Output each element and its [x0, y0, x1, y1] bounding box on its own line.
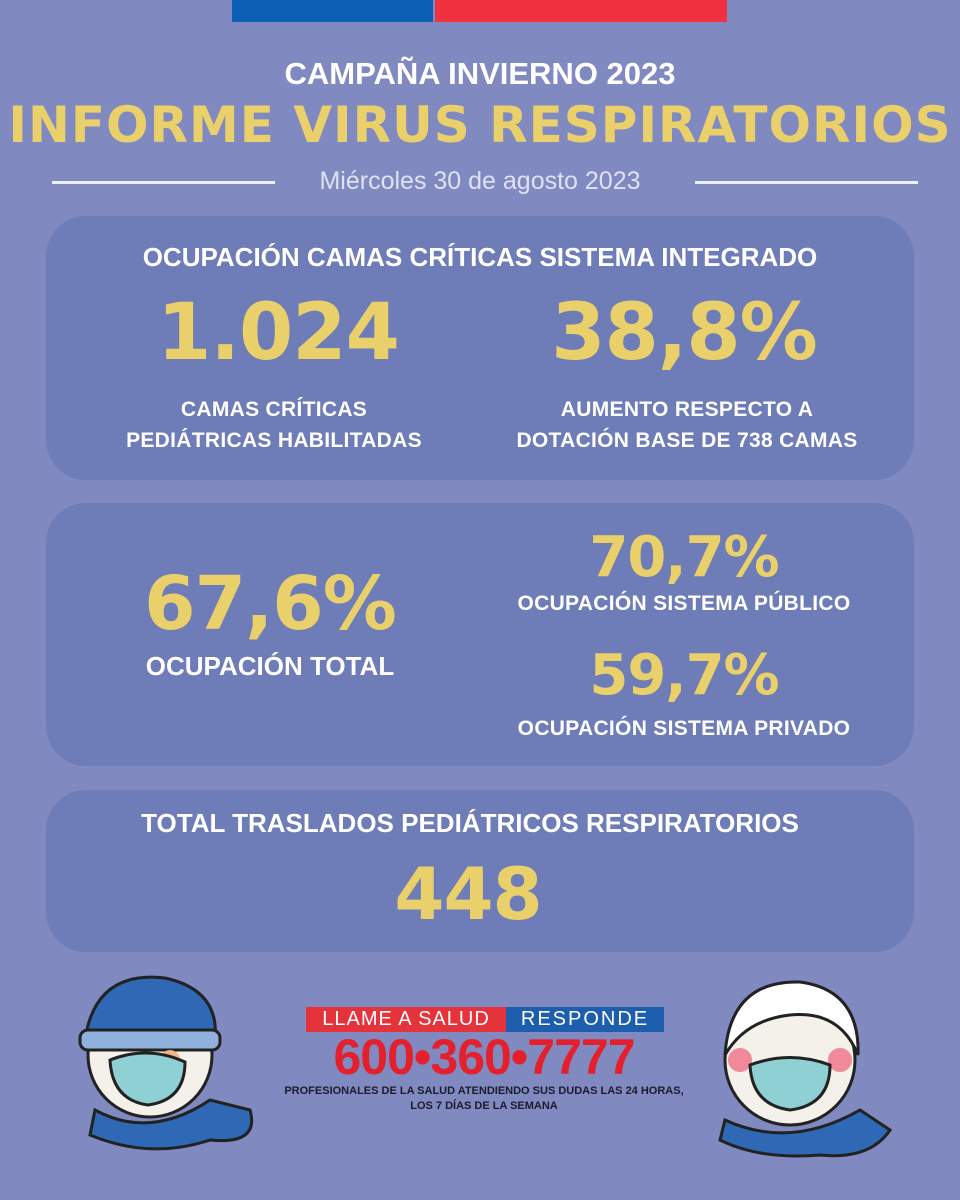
boy [78, 975, 253, 1151]
total-value: 67,6% [144, 561, 397, 647]
phone: 600•360•7777 [333, 1029, 635, 1085]
banner-right-bg [506, 1007, 664, 1032]
private-label: OCUPACIÓN SISTEMA PRIVADO [517, 717, 851, 740]
rule [52, 181, 275, 184]
beds-card: OCUPACIÓN CAMAS CRÍTICAS SISTEMA INTEGRA… [46, 216, 914, 480]
stat-label: CAMAS CRÍTICAS [180, 398, 368, 421]
banner-right: RESPONDE [520, 1008, 650, 1030]
title: INFORME VIRUS RESPIRATORIOS [8, 96, 952, 154]
card-title: TOTAL TRASLADOS PEDIÁTRICOS RESPIRATORIO… [141, 808, 799, 838]
flag-red [435, 0, 727, 22]
stat-label: PEDIÁTRICAS HABILITADAS [126, 429, 422, 452]
transfers-value: 448 [394, 852, 542, 936]
stat-label: DOTACIÓN BASE DE 738 CAMAS [516, 429, 858, 452]
total-label: OCUPACIÓN TOTAL [145, 651, 395, 681]
public-value: 70,7% [589, 525, 779, 590]
note: PROFESIONALES DE LA SALUD ATENDIENDO SUS… [284, 1085, 684, 1097]
girl [718, 980, 893, 1158]
public-label: OCUPACIÓN SISTEMA PÚBLICO [517, 592, 851, 615]
date: Miércoles 30 de agosto 2023 [319, 167, 641, 195]
transfers-card: TOTAL TRASLADOS PEDIÁTRICOS RESPIRATORIO… [46, 790, 914, 952]
card-title: OCUPACIÓN CAMAS CRÍTICAS SISTEMA INTEGRA… [142, 242, 818, 272]
private-value: 59,7% [589, 643, 779, 708]
campaign: CAMPAÑA INVIERNO 2023 [284, 56, 676, 91]
occupancy-card: 67,6% OCUPACIÓN TOTAL 70,7% OCUPACIÓN SI… [46, 503, 914, 766]
rule [695, 181, 918, 184]
illustrations [78, 975, 893, 1158]
stat-label: AUMENTO RESPECTO A [560, 398, 814, 421]
banner-left: LLAME A SALUD [322, 1008, 490, 1030]
stat-value: 38,8% [551, 288, 818, 378]
flag-blue [232, 0, 433, 22]
banner-left-bg [306, 1007, 506, 1032]
stat-value: 1.024 [157, 288, 400, 378]
note: LOS 7 DÍAS DE LA SEMANA [410, 1100, 558, 1112]
